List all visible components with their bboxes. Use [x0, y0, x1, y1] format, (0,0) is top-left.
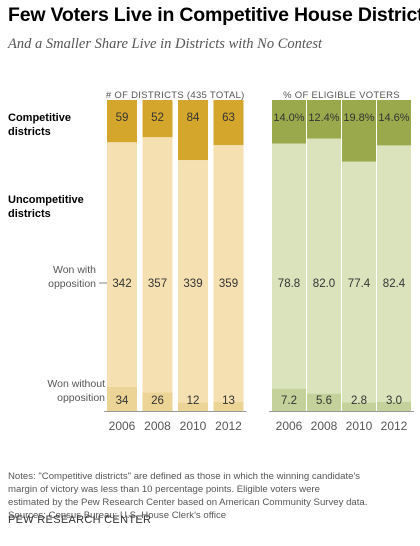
- data-label-competitive: 59: [116, 112, 129, 124]
- row-label-won-with: Won with: [53, 264, 96, 276]
- data-label-competitive: 12.4%: [308, 112, 339, 124]
- row-label-uncompetitive: districts: [8, 208, 51, 220]
- bar-competitive-voters: [272, 100, 306, 144]
- notes: Notes: "Competitive districts" are defin…: [8, 470, 412, 522]
- data-label-won-with: 342: [112, 278, 131, 290]
- stacked-bar-charts: Competitive districts Uncompetitive distric…: [8, 90, 414, 433]
- note-line: estimated by the Pew Research Center bas…: [8, 497, 368, 508]
- row-label-competitive: Competitive: [8, 112, 71, 124]
- source-line: Sources: Census Bureau; U.S. House Clerk…: [8, 510, 227, 521]
- data-label-competitive: 63: [222, 112, 235, 124]
- row-label-competitive: districts: [8, 126, 51, 138]
- data-label-won-without: 34: [116, 395, 129, 407]
- data-label-competitive: 19.8%: [343, 112, 374, 124]
- bar-won-without-voters: [377, 401, 411, 411]
- bar-won-with-voters: [342, 161, 376, 403]
- data-label-competitive: 14.6%: [378, 112, 409, 124]
- x-tick-label: 2010: [346, 419, 373, 433]
- x-tick-label: 2012: [381, 419, 408, 433]
- row-label-won-without: opposition: [57, 392, 105, 404]
- x-tick-label: 2012: [215, 419, 242, 433]
- data-label-won-with: 339: [183, 278, 202, 290]
- data-label-competitive: 14.0%: [273, 112, 304, 124]
- pew-credit: PEW RESEARCH CENTER: [8, 514, 152, 526]
- data-label-competitive: 52: [151, 112, 164, 124]
- bar-competitive-voters: [307, 100, 341, 139]
- bar-won-with-districts: [178, 160, 208, 403]
- bar-won-without-voters: [307, 393, 341, 411]
- data-label-won-without: 2.8: [351, 395, 367, 407]
- data-label-won-with: 359: [219, 278, 238, 290]
- data-label-won-without: 12: [187, 395, 200, 407]
- bar-won-with-voters: [307, 138, 341, 394]
- x-tick-label: 2008: [311, 419, 338, 433]
- row-label-won-with: opposition: [48, 278, 96, 290]
- bar-competitive-districts: [178, 100, 208, 161]
- chart-subtitle: And a Smaller Share Live in Districts wi…: [8, 36, 323, 52]
- x-tick-label: 2008: [144, 419, 171, 433]
- bar-competitive-districts: [213, 100, 244, 146]
- data-label-won-without: 13: [222, 395, 235, 407]
- note-line: Notes: "Competitive districts" are defin…: [8, 471, 361, 482]
- bar-competitive-districts: [107, 100, 137, 143]
- bar-won-with-voters: [272, 143, 306, 389]
- bar-won-without-districts: [107, 386, 137, 411]
- data-label-won-without: 7.2: [281, 395, 297, 407]
- bar-competitive-voters: [377, 100, 411, 146]
- data-label-won-without: 26: [151, 395, 164, 407]
- row-label-won-without: Won without: [47, 378, 105, 390]
- chart-title: Few Voters Live in Competitive House Dis…: [8, 4, 420, 26]
- bar-won-with-voters: [377, 145, 411, 402]
- bar-won-without-districts: [178, 402, 208, 411]
- data-label-won-with: 77.4: [348, 278, 371, 290]
- data-label-won-with: 82.0: [313, 278, 335, 290]
- data-label-won-without: 3.0: [386, 395, 402, 407]
- data-label-won-with: 357: [148, 278, 167, 290]
- x-tick-label: 2006: [276, 419, 303, 433]
- bar-won-without-districts: [142, 392, 173, 411]
- bar-won-without-voters: [272, 388, 306, 411]
- bar-won-with-districts: [213, 145, 244, 402]
- x-tick-label: 2010: [180, 419, 207, 433]
- data-label-won-with: 82.4: [383, 278, 406, 290]
- data-label-competitive: 84: [187, 112, 200, 124]
- data-label-won-with: 78.8: [278, 278, 300, 290]
- bar-competitive-districts: [142, 100, 173, 138]
- panel-title-districts: # OF DISTRICTS (435 TOTAL): [106, 90, 245, 101]
- panel-title-voters: % OF ELIGIBLE VOTERS: [283, 90, 400, 101]
- bar-won-without-voters: [342, 402, 376, 411]
- x-tick-label: 2006: [109, 419, 136, 433]
- bar-competitive-voters: [342, 100, 376, 162]
- bar-won-with-districts: [107, 142, 137, 387]
- bar-won-without-districts: [213, 401, 244, 411]
- data-label-won-without: 5.6: [316, 395, 332, 407]
- row-label-uncompetitive: Uncompetitive: [8, 194, 84, 206]
- bar-won-with-districts: [142, 137, 173, 393]
- note-line: margin of victory was less than 10 perce…: [8, 484, 320, 495]
